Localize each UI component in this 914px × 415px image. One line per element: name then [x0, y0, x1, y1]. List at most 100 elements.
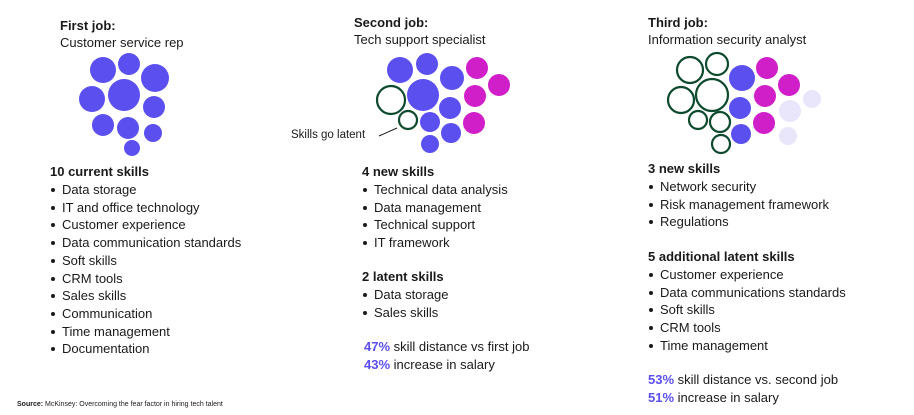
stat-value: 53% — [648, 372, 675, 387]
stat-text: skill distance vs. second job — [677, 372, 839, 387]
skill-item: Data management — [362, 199, 508, 217]
skill-item: IT framework — [362, 234, 508, 252]
stat-text: increase in salary — [677, 390, 779, 405]
skill-item: Regulations — [648, 213, 829, 231]
stat-text: increase in salary — [393, 357, 495, 372]
skill-item: Technical support — [362, 216, 508, 234]
skills-go-latent-label: Skills go latent — [291, 129, 366, 141]
job-3-skill-distance: 53% skill distance vs. second job — [648, 371, 838, 389]
skill-bubble — [144, 124, 162, 142]
job-2-skill-bubbles — [375, 53, 510, 153]
section-heading: 4 new skills — [362, 164, 435, 179]
job-1-current-skills: 10 current skills Data storage IT and of… — [50, 163, 241, 358]
latent-skill-bubble — [704, 51, 730, 77]
skill-item: Sales skills — [50, 287, 241, 305]
latent-skill-bubble — [687, 109, 709, 131]
skill-bubble — [729, 97, 751, 119]
skill-item: Technical data analysis — [362, 181, 508, 199]
skill-bubble — [420, 112, 440, 132]
skill-item: Sales skills — [362, 304, 448, 322]
new-skill-bubble — [753, 112, 775, 134]
section-heading: 10 current skills — [50, 164, 149, 179]
skill-item: Data communications standards — [648, 284, 846, 302]
skill-bubble — [92, 114, 114, 136]
section-heading: 5 additional latent skills — [648, 249, 795, 264]
job-3-number: Third job: — [648, 15, 708, 30]
section-heading: 3 new skills — [648, 161, 721, 176]
stat-value: 43% — [364, 357, 391, 372]
skill-item: Soft skills — [648, 301, 846, 319]
job-2-header: Second job: Tech support specialist — [354, 14, 486, 48]
job-1-header: First job: Customer service rep — [60, 17, 184, 51]
skill-item: Data storage — [50, 181, 241, 199]
new-skill-bubble — [488, 74, 510, 96]
skill-bubble — [441, 123, 461, 143]
skill-bubble — [90, 57, 116, 83]
latent-skill-bubble — [397, 109, 419, 131]
latent-skill-bubble — [675, 55, 705, 85]
latent-skill-bubble — [694, 77, 730, 113]
source-note: Source: McKinsey: Overcoming the fear fa… — [17, 401, 223, 408]
skill-bubble — [141, 64, 169, 92]
new-skill-bubble — [778, 74, 800, 96]
new-skill-bubble — [466, 57, 488, 79]
skill-bubble — [416, 53, 438, 75]
job-1-skill-bubbles — [79, 53, 169, 156]
latent-callout-line — [378, 127, 398, 137]
faded-skill-bubble — [779, 100, 801, 122]
skill-bubble — [440, 66, 464, 90]
source-text: McKinsey: Overcoming the fear factor in … — [45, 401, 223, 408]
job-3-role: Information security analyst — [648, 32, 807, 47]
latent-skill-bubble — [666, 85, 696, 115]
skill-item: Time management — [648, 337, 846, 355]
new-skill-bubble — [754, 85, 776, 107]
source-label: Source: — [17, 401, 44, 408]
skill-item: Customer experience — [648, 266, 846, 284]
skill-bubble — [731, 124, 751, 144]
skill-bubble — [439, 97, 461, 119]
skill-item: Communication — [50, 305, 241, 323]
skill-bubble — [407, 79, 439, 111]
job-2-number: Second job: — [354, 15, 429, 30]
skill-bubble — [729, 65, 755, 91]
job-3-header: Third job: Information security analyst — [648, 14, 806, 48]
skill-bubble — [79, 86, 105, 112]
skill-bubble — [421, 135, 439, 153]
latent-skill-bubble — [375, 84, 407, 116]
skill-bubble — [124, 140, 140, 156]
job-2-latent-skills: 2 latent skills Data storage Sales skill… — [362, 268, 448, 321]
skill-item: Data storage — [362, 286, 448, 304]
job-3-salary-increase: 51% increase in salary — [648, 389, 779, 407]
skill-item: CRM tools — [648, 319, 846, 337]
job-1-role: Customer service rep — [60, 35, 184, 50]
skill-item: Soft skills — [50, 252, 241, 270]
new-skill-bubble — [464, 85, 486, 107]
job-3-skill-bubbles — [666, 51, 821, 155]
job-2-role: Tech support specialist — [354, 32, 486, 47]
section-heading: 2 latent skills — [362, 269, 444, 284]
skill-bubble — [117, 117, 139, 139]
skill-bubble — [387, 57, 413, 83]
faded-skill-bubble — [803, 90, 821, 108]
skill-bubble — [108, 79, 140, 111]
stat-value: 47% — [364, 339, 391, 354]
faded-skill-bubble — [779, 127, 797, 145]
job-2-salary-increase: 43% increase in salary — [364, 356, 495, 374]
job-3-latent-skills: 5 additional latent skills Customer expe… — [648, 248, 846, 355]
stat-text: skill distance vs first job — [393, 339, 530, 354]
skill-item: Documentation — [50, 340, 241, 358]
skill-item: Data communication standards — [50, 234, 241, 252]
job-2-new-skills: 4 new skills Technical data analysis Dat… — [362, 163, 508, 252]
skill-item: Network security — [648, 178, 829, 196]
job-3-new-skills: 3 new skills Network security Risk manag… — [648, 160, 829, 231]
new-skill-bubble — [756, 57, 778, 79]
new-skill-bubble — [463, 112, 485, 134]
skill-item: IT and office technology — [50, 199, 241, 217]
stat-value: 51% — [648, 390, 675, 405]
skill-item: Risk management framework — [648, 196, 829, 214]
latent-skill-bubble — [708, 110, 732, 134]
latent-skill-bubble — [710, 133, 732, 155]
skill-item: Customer experience — [50, 216, 241, 234]
skill-item: Time management — [50, 323, 241, 341]
skill-bubble — [118, 53, 140, 75]
